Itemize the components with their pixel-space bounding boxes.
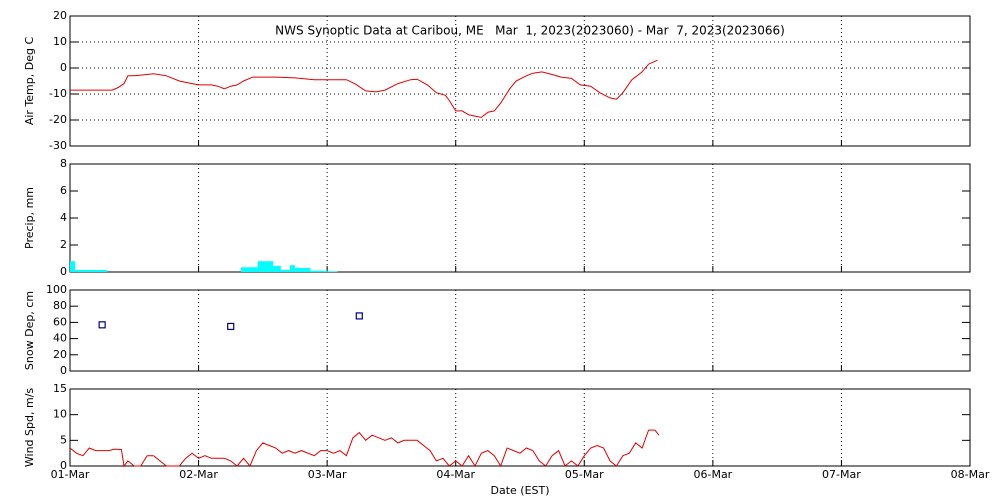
y-tick-label: 40 [53,332,67,345]
y-tick-label: 0 [60,265,67,278]
y-tick-label: 15 [53,382,67,395]
x-tick-label: 03-Mar [308,468,347,481]
y-tick-label: 6 [60,184,67,197]
precip-bar [241,267,258,272]
y-tick-label: 0 [60,459,67,472]
plot-frame [69,289,971,372]
data-line [70,59,658,118]
precip-bar [75,269,108,272]
y-tick-label: 80 [53,299,67,312]
x-tick-label: 01-Mar [51,468,90,481]
x-tick-label: 07-Mar [822,468,861,481]
x-tick-label: 06-Mar [693,468,732,481]
y-axis-label: Snow Dep, cm [23,291,36,370]
plot-frame [69,388,971,467]
y-tick-label: -30 [49,139,67,152]
precip-bar [273,265,281,272]
precip-bar [310,270,328,272]
x-tick-label: 02-Mar [179,468,218,481]
y-axis-label: Air Temp, Deg C [23,37,36,126]
precip-bar [327,271,338,272]
y-tick-label: 10 [53,35,67,48]
snow-point [227,322,235,331]
x-tick-label: 04-Mar [436,468,475,481]
snow-point [98,321,106,329]
y-tick-label: 100 [46,283,67,296]
data-line [69,429,660,468]
x-tick-label: 08-Mar [951,468,990,481]
y-tick-label: -10 [49,87,67,100]
y-axis-label: Precip, mm [23,187,36,249]
precip-bar [289,265,295,272]
y-tick-label: 2 [60,238,67,251]
precip-bar [280,269,290,272]
x-tick-label: 05-Mar [565,468,604,481]
y-tick-label: 4 [60,211,67,224]
chart-title: NWS Synoptic Data at Caribou, ME Mar 1, … [275,24,785,38]
y-tick-label: 5 [60,433,67,446]
precip-bar [257,261,274,272]
y-tick-label: 0 [60,364,67,377]
precip-bar [295,267,311,272]
y-tick-label: 8 [60,157,67,170]
y-tick-label: 0 [60,61,67,74]
y-tick-label: 20 [53,9,67,22]
y-tick-label: 10 [53,408,67,421]
y-tick-label: -20 [49,113,67,126]
plot-frame [69,163,971,273]
snow-point [355,312,363,320]
precip-bar [70,261,76,272]
x-axis-label: Date (EST) [490,484,549,497]
y-tick-label: 20 [53,348,67,361]
y-axis-label: Wind Spd, m/s [23,388,36,468]
y-tick-label: 60 [53,315,67,328]
